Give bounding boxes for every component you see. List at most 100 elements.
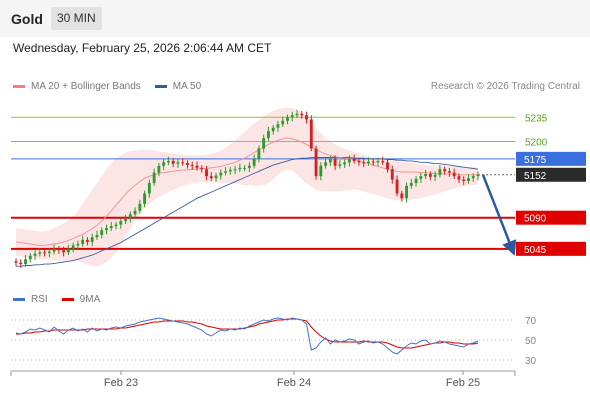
candle-body: [109, 226, 113, 229]
candle-body: [352, 158, 356, 161]
candle-body: [309, 119, 313, 149]
candle-body: [452, 172, 456, 177]
candle-body: [71, 245, 75, 249]
level-tag-5090: 5090: [524, 214, 547, 225]
candle-body: [24, 259, 27, 265]
candle-body: [362, 162, 366, 164]
candle-body: [286, 117, 289, 121]
candle-body: [438, 169, 442, 175]
candle-body: [343, 162, 347, 165]
candle-body: [43, 252, 47, 254]
candle-body: [166, 160, 170, 163]
candle-body: [86, 239, 89, 242]
level-tag-bg-5152: [516, 167, 586, 182]
candle-body: [328, 158, 332, 163]
candle-body: [224, 171, 227, 173]
candle-body: [300, 113, 304, 116]
candle-body: [128, 214, 132, 220]
candle-body: [233, 169, 237, 171]
candle-body: [100, 230, 104, 235]
candle-body: [228, 169, 232, 172]
price-legend: MA 20 + Bollinger Bands MA 50: [13, 81, 201, 92]
candle-body: [305, 115, 308, 120]
ma20-legend-label: MA 20 + Bollinger Bands: [31, 81, 141, 92]
candle-body: [419, 176, 423, 179]
rsi-legend: RSI 9MA: [13, 294, 100, 305]
candle-body: [19, 262, 23, 265]
candle-body: [295, 113, 299, 116]
candle-body: [176, 162, 180, 164]
candle-body: [386, 162, 389, 170]
rsi-line: [15, 317, 479, 355]
header-bar: Gold 30 MIN: [0, 0, 590, 37]
bollinger-band-area: [16, 107, 478, 267]
candle-body: [333, 158, 337, 166]
candle-body: [462, 179, 466, 181]
candle-body: [152, 172, 156, 184]
candle-body: [186, 163, 189, 166]
candle-body: [338, 164, 342, 166]
rsi-ma-line: [16, 318, 479, 349]
candle-body: [390, 169, 394, 180]
candle-body: [124, 219, 127, 222]
candle-body: [133, 210, 137, 215]
candle-body: [214, 175, 218, 179]
candle-body: [443, 169, 447, 172]
candle-body: [252, 158, 256, 166]
x-tick-label: Feb 25: [446, 377, 480, 389]
candle-body: [119, 221, 123, 225]
candle-body: [257, 148, 261, 159]
candle-body: [243, 167, 247, 169]
candle-body: [471, 176, 475, 179]
rsi-tick-30: 30: [525, 356, 537, 367]
candle-body: [190, 165, 194, 167]
level-tag-5200: 5200: [525, 138, 548, 149]
candle-body: [147, 183, 151, 194]
level-tag-bg-5175: [516, 151, 586, 166]
candle-body: [476, 174, 480, 177]
candle-body: [314, 148, 318, 177]
instrument-title: Gold: [11, 11, 43, 27]
candle-body: [428, 174, 432, 177]
candle-body: [247, 165, 251, 168]
candle-body: [209, 176, 213, 179]
candle-body: [405, 185, 408, 199]
timeframe-button[interactable]: 30 MIN: [51, 7, 102, 30]
candle-body: [28, 255, 32, 260]
candle-body: [271, 127, 275, 132]
candle-body: [319, 165, 323, 177]
candle-body: [38, 252, 42, 254]
ma50-legend-label: MA 50: [172, 81, 202, 92]
candle-body: [57, 248, 61, 251]
candle-body: [281, 120, 285, 125]
candle-body: [200, 167, 204, 170]
candle-body: [324, 162, 328, 166]
candle-body: [400, 193, 404, 199]
candle-body: [143, 193, 147, 204]
level-tag-5235: 5235: [525, 113, 548, 124]
candle-body: [414, 178, 418, 184]
candle-body: [409, 183, 413, 186]
x-tick-label: Feb 23: [104, 377, 138, 389]
candle-body: [395, 179, 399, 194]
candle-body: [52, 248, 56, 252]
candle-body: [76, 244, 80, 246]
candle-body: [157, 165, 161, 173]
candle-body: [447, 171, 451, 173]
x-tick-label: Feb 24: [277, 377, 311, 389]
level-tag-bg-5090: [516, 210, 586, 225]
candle-body: [276, 124, 280, 128]
candle-body: [114, 224, 118, 226]
candle-body: [90, 237, 94, 242]
candle-body: [171, 160, 175, 164]
candle-body: [66, 248, 70, 253]
ma50-line: [16, 157, 479, 267]
level-tag-5175: 5175: [524, 155, 547, 166]
candle-body: [467, 178, 470, 181]
projection-arrow: [481, 174, 517, 256]
rsi-ma-legend-label: 9MA: [79, 294, 101, 305]
candle-body: [262, 138, 266, 149]
candle-body: [381, 160, 385, 163]
candle-body: [14, 261, 18, 263]
